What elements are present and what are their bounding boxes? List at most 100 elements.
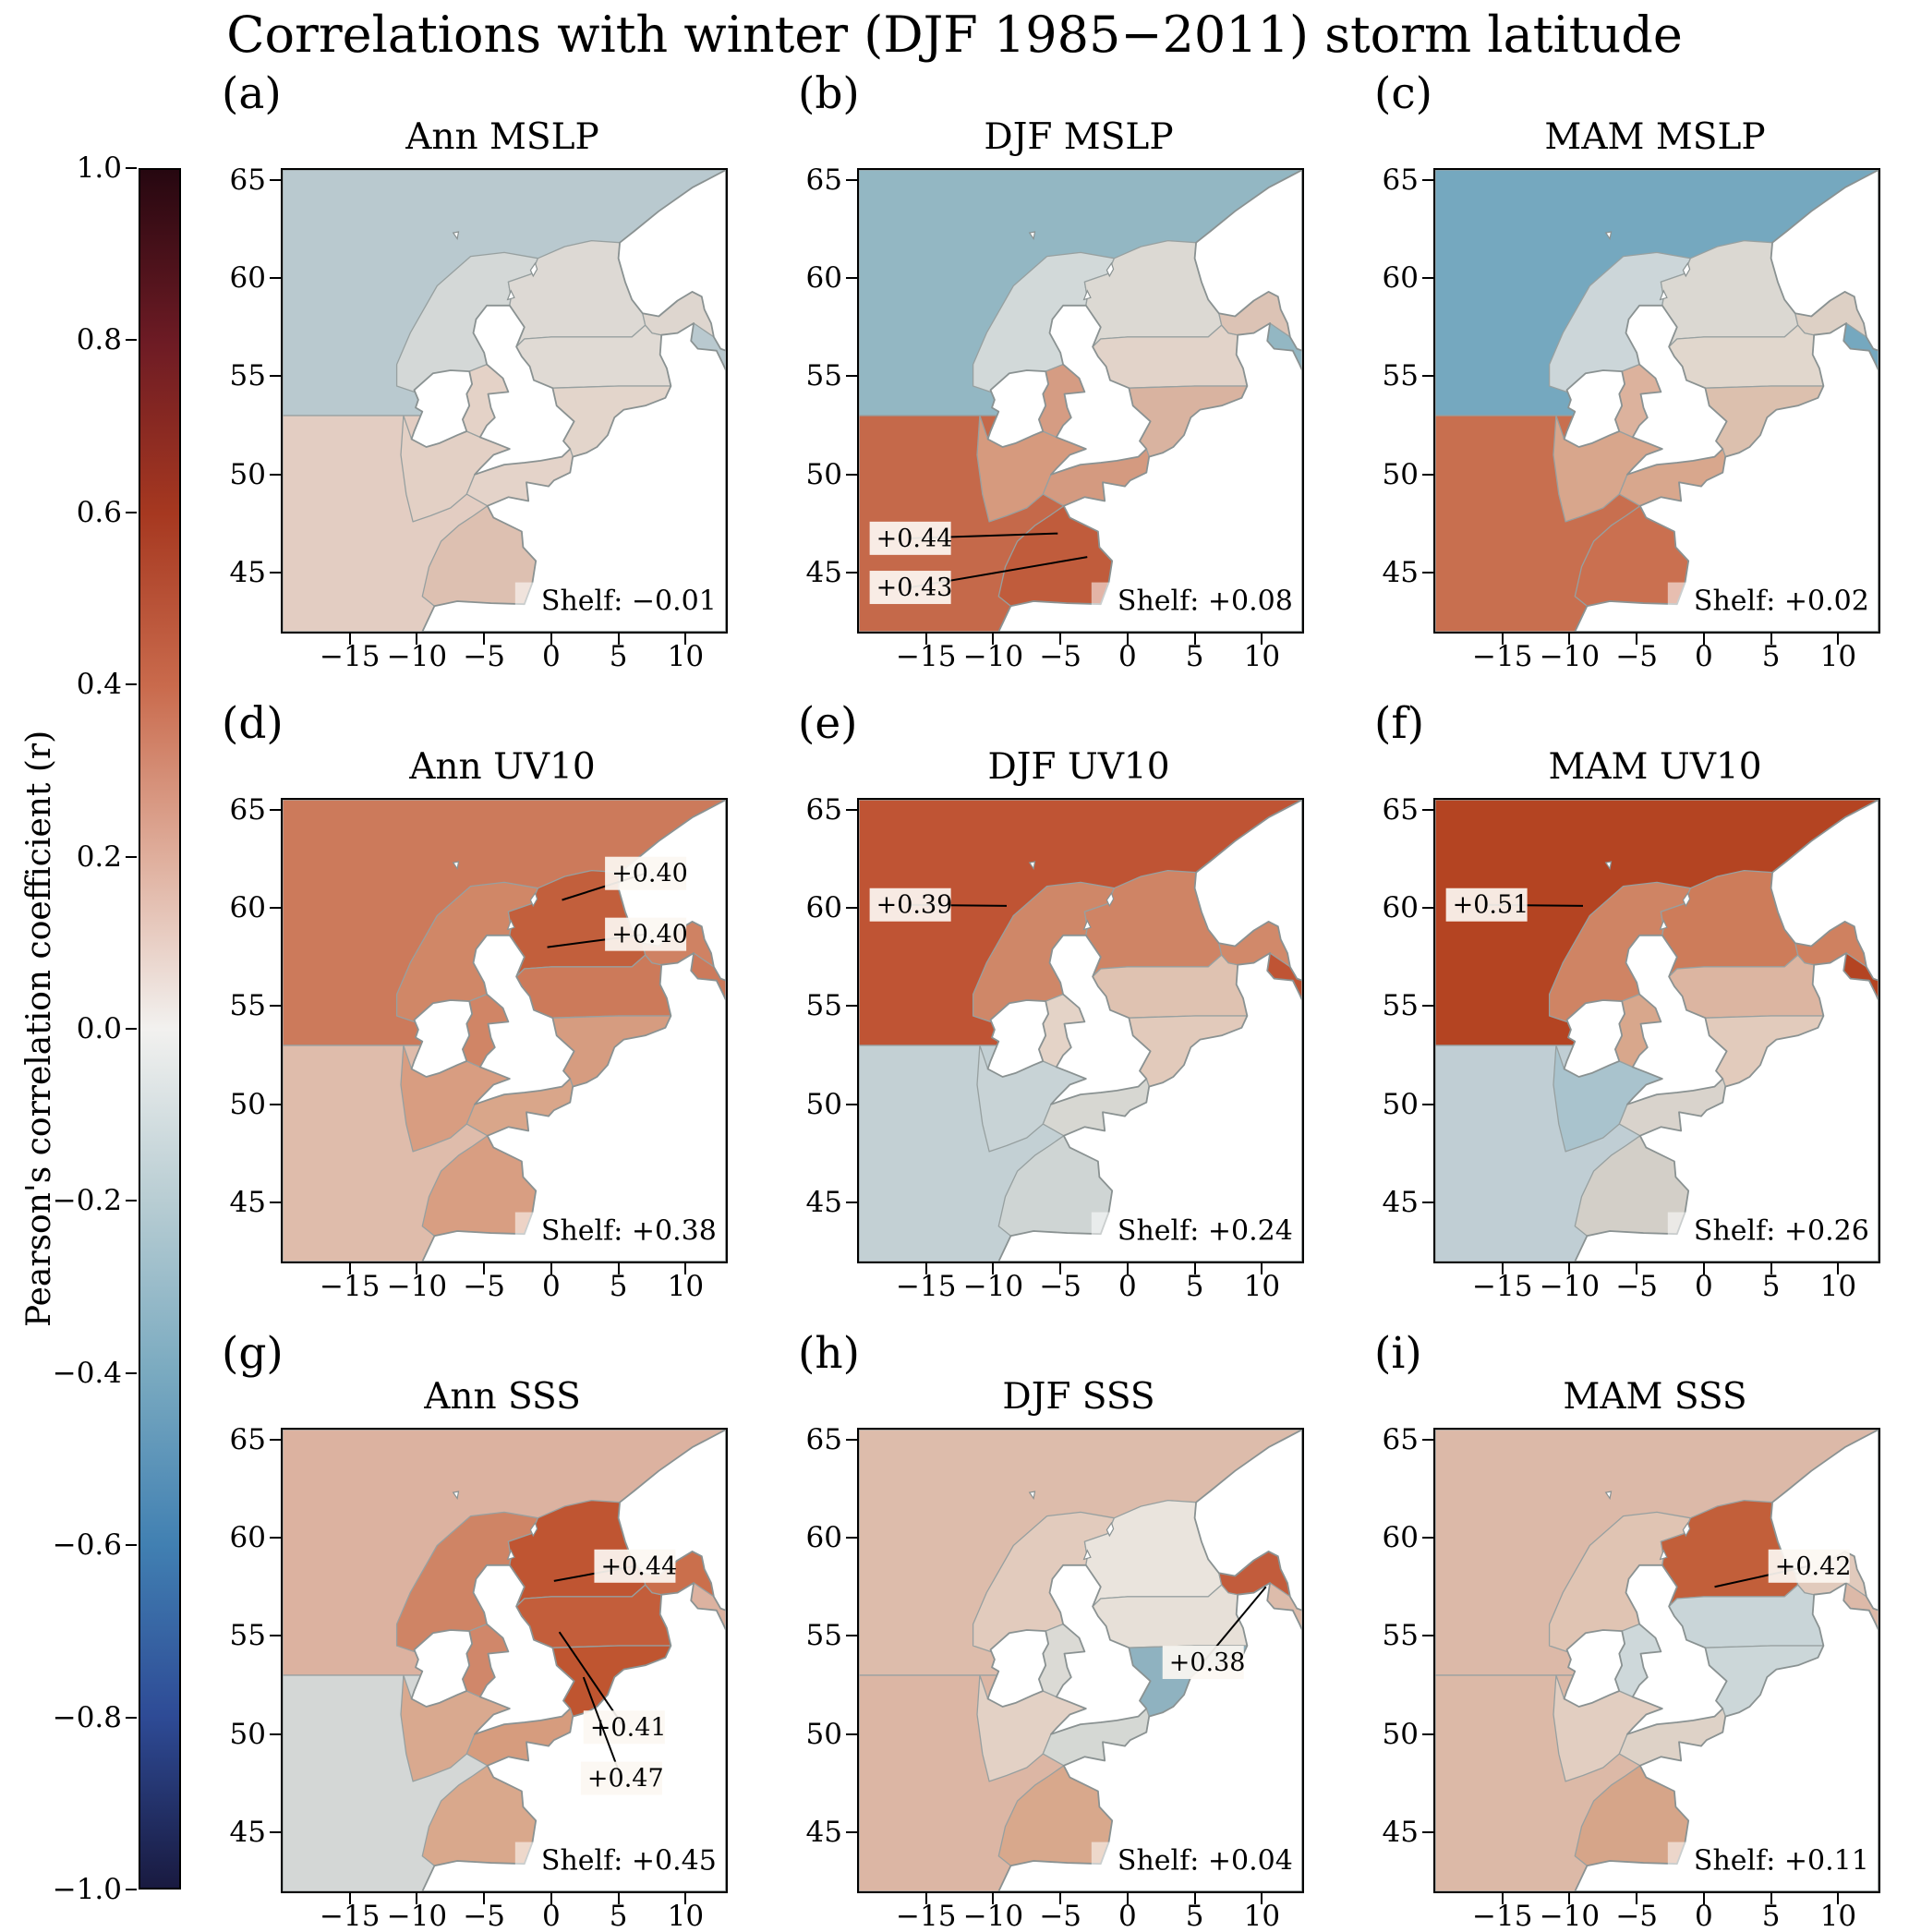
x-tick-mark <box>684 1893 687 1904</box>
x-tick-label: 0 <box>1695 640 1713 673</box>
map-svg: +0.40 +0.40 Shelf: +0.38 <box>283 800 726 1262</box>
x-tick-label: −15 <box>896 1900 957 1932</box>
panel-title: Ann UV10 <box>409 746 596 788</box>
shelf-label-backing <box>514 1841 722 1879</box>
land-continent <box>421 1582 726 1891</box>
annotation-box <box>605 917 687 951</box>
island <box>1106 891 1115 908</box>
x-tick-label: −10 <box>962 1900 1024 1932</box>
y-tick-mark <box>846 1438 857 1441</box>
panel-letter: (c) <box>1374 68 1432 119</box>
x-tick-label: 0 <box>1695 1270 1713 1303</box>
x-tick-label: 10 <box>1243 1900 1281 1932</box>
map-plot: +0.51 Shelf: +0.26 <box>1433 798 1880 1263</box>
x-tick-label: 5 <box>1761 1900 1781 1932</box>
x-tick-label: 0 <box>542 640 561 673</box>
annotation-value: +0.43 <box>876 574 953 602</box>
y-tick-label: 55 <box>1382 989 1419 1023</box>
colorbar-tick-label: 0.8 <box>76 323 122 357</box>
land-britain <box>1048 1564 1152 1735</box>
x-tick-label: 5 <box>1185 1270 1204 1303</box>
x-tick-mark <box>1193 634 1196 645</box>
annotation-leader-line <box>582 1676 622 1779</box>
island <box>452 861 460 871</box>
x-tick-label: −5 <box>1615 1270 1659 1303</box>
y-tick-label: 55 <box>805 359 842 393</box>
island <box>452 231 460 241</box>
x-tick-mark <box>684 1263 687 1274</box>
shelf-label-backing <box>514 582 722 620</box>
annotation-box <box>605 856 687 890</box>
colorbar-tick-mark <box>126 1371 137 1374</box>
x-tick-mark <box>416 634 418 645</box>
island <box>1659 919 1668 931</box>
shelf-value: Shelf: +0.11 <box>1694 1845 1869 1878</box>
y-tick-mark <box>1422 1438 1433 1441</box>
x-tick-mark <box>684 634 687 645</box>
panel-letter: (f) <box>1374 698 1425 749</box>
x-tick-label: −15 <box>320 640 381 673</box>
x-tick-label: −10 <box>1539 640 1601 673</box>
x-tick-mark <box>1193 1893 1196 1904</box>
annotation-value: +0.38 <box>1169 1648 1246 1677</box>
panel-title: DJF UV10 <box>987 746 1170 788</box>
y-tick-label: 65 <box>1382 163 1419 197</box>
land-scandinavia <box>1770 170 1879 352</box>
land-scandinavia <box>1193 800 1302 982</box>
y-tick-mark <box>270 473 281 476</box>
map-svg: Shelf: +0.02 <box>1435 170 1879 632</box>
y-tick-label: 45 <box>805 1816 842 1850</box>
shelf-label-backing <box>1667 1212 1875 1250</box>
y-tick-mark <box>1422 277 1433 280</box>
x-tick-mark <box>1193 1263 1196 1274</box>
x-tick-label: 0 <box>1118 640 1137 673</box>
annotation-value: +0.39 <box>876 891 953 920</box>
x-tick-label: −5 <box>463 1270 506 1303</box>
y-tick-mark <box>846 1635 857 1637</box>
x-tick-label: 5 <box>1761 640 1781 673</box>
x-tick-label: −15 <box>1472 1900 1533 1932</box>
land-continent <box>421 322 726 632</box>
island <box>1028 1491 1036 1501</box>
map-svg: +0.44 +0.43 Shelf: +0.08 <box>859 170 1302 632</box>
shelf-value: Shelf: +0.04 <box>1118 1845 1293 1878</box>
y-tick-mark <box>1422 572 1433 574</box>
island <box>1682 891 1691 908</box>
land-ireland <box>986 369 1049 448</box>
x-tick-label: 5 <box>1185 1900 1204 1932</box>
panel-title: MAM MSLP <box>1544 116 1766 158</box>
land-britain <box>472 304 575 476</box>
x-tick-mark <box>1770 1893 1772 1904</box>
y-tick-mark <box>1422 907 1433 910</box>
annotation-box <box>1445 888 1528 922</box>
x-tick-label: 10 <box>667 1270 705 1303</box>
colorbar-tick-label: 0.0 <box>76 1012 122 1045</box>
map-plot: +0.39 Shelf: +0.24 <box>857 798 1304 1263</box>
map-plot: Shelf: −0.01 <box>281 168 728 634</box>
x-tick-label: −5 <box>1615 1900 1659 1932</box>
land-ireland <box>410 1629 473 1708</box>
land-continent <box>997 322 1302 632</box>
annotation-value: +0.40 <box>611 860 688 888</box>
land-scandinavia <box>1193 1430 1302 1612</box>
colorbar <box>139 168 181 1890</box>
colorbar-tick-mark <box>126 1544 137 1547</box>
y-tick-mark <box>846 1537 857 1540</box>
land-scandinavia <box>617 170 726 352</box>
land-scandinavia <box>1770 800 1879 982</box>
x-tick-label: −15 <box>1472 640 1533 673</box>
panel-letter: (g) <box>222 1328 284 1379</box>
shelf-value: Shelf: +0.24 <box>1118 1215 1293 1248</box>
x-tick-label: 0 <box>1118 1900 1137 1932</box>
shelf-value: Shelf: +0.38 <box>541 1215 717 1248</box>
land-continent <box>421 952 726 1262</box>
annotation-value: +0.44 <box>876 525 953 553</box>
colorbar-tick-label: −0.8 <box>52 1700 122 1734</box>
y-tick-label: 65 <box>229 792 266 827</box>
y-tick-label: 55 <box>229 359 266 393</box>
annotation-box <box>580 1761 662 1795</box>
land-continent <box>1574 952 1879 1262</box>
land-ireland <box>986 999 1049 1078</box>
annotation-box <box>869 888 951 922</box>
colorbar-tick-label: −0.4 <box>52 1356 122 1390</box>
